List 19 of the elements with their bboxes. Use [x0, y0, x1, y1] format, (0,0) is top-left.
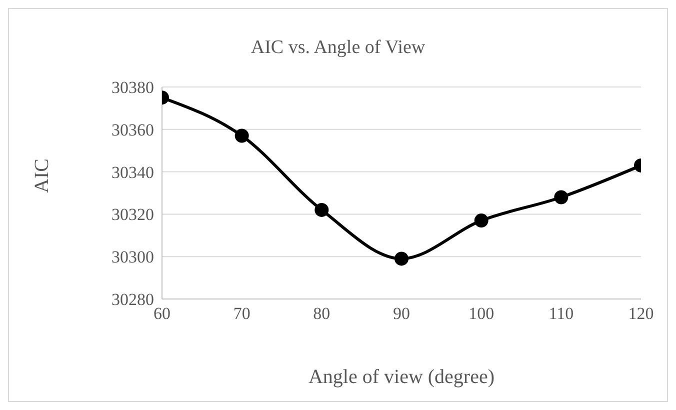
y-tick-label: 30280 [112, 290, 154, 310]
y-tick-label: 30360 [112, 120, 154, 140]
x-tick-label: 80 [313, 304, 330, 324]
y-tick-label: 30380 [112, 78, 154, 98]
x-tick-label: 90 [393, 304, 410, 324]
point [474, 214, 488, 228]
y-tick-label: 30300 [112, 248, 154, 267]
x-axis-title: Angle of view (degree) [308, 366, 495, 388]
x-tick-label: 70 [233, 304, 250, 324]
point [314, 202, 329, 217]
x-tick-label: 100 [468, 304, 494, 324]
y-axis-title: AIC [31, 158, 54, 193]
x-tick-label: 120 [628, 304, 654, 324]
y-tick-label: 30340 [112, 162, 154, 182]
x-tick-label: 110 [548, 304, 574, 324]
point [394, 252, 408, 266]
chart-title: AIC vs. Angle of View [250, 37, 426, 59]
y-tick-label: 30320 [112, 205, 154, 224]
x-tick-label: 60 [154, 304, 170, 324]
